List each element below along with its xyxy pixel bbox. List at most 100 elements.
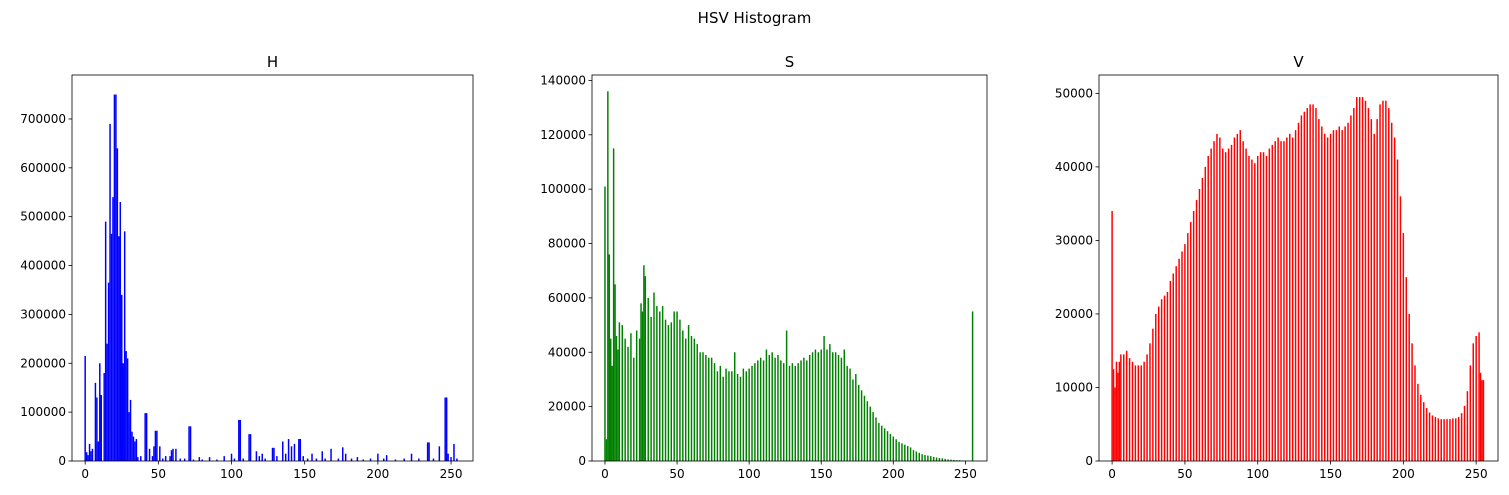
histogram-bar xyxy=(1178,258,1180,461)
bar-series xyxy=(604,91,974,461)
histogram-bar xyxy=(156,430,158,461)
histogram-bar xyxy=(1268,148,1271,461)
histogram-bar xyxy=(1312,104,1314,461)
histogram-bar xyxy=(109,123,111,462)
x-tick-label: 250 xyxy=(440,467,463,481)
histogram-bar xyxy=(1184,244,1186,461)
histogram-bar xyxy=(356,457,359,461)
histogram-bar xyxy=(134,441,136,461)
histogram-bar xyxy=(1207,155,1209,461)
histogram-bar xyxy=(673,311,675,461)
histogram-bar xyxy=(298,439,300,461)
histogram-bar xyxy=(1379,104,1381,461)
histogram-bar xyxy=(898,441,900,461)
histogram-bar xyxy=(615,335,618,461)
histogram-bar xyxy=(705,354,707,461)
histogram-bar xyxy=(1187,233,1189,461)
histogram-bar xyxy=(627,346,629,461)
histogram-bar xyxy=(337,458,340,461)
histogram-bar xyxy=(1482,380,1485,461)
histogram-bar xyxy=(640,303,642,461)
y-tick-label: 80000 xyxy=(548,237,586,251)
histogram-bar xyxy=(682,330,684,461)
histogram-bar xyxy=(1286,137,1288,461)
y-tick-label: 40000 xyxy=(1055,160,1093,174)
histogram-bar xyxy=(863,395,866,461)
histogram-bar xyxy=(1169,280,1172,461)
histogram-bar xyxy=(1222,148,1224,461)
bar-series xyxy=(84,94,458,462)
histogram-bar xyxy=(121,294,123,461)
histogram-bar xyxy=(1166,291,1169,461)
histogram-bar xyxy=(719,365,722,461)
histogram-bar xyxy=(1163,295,1166,461)
histogram-bar xyxy=(780,360,782,461)
histogram-bar xyxy=(1157,306,1160,461)
histogram-bar xyxy=(1463,405,1466,461)
y-tick-label: 200000 xyxy=(20,356,66,370)
histogram-bar xyxy=(1455,418,1457,461)
y-tick-label: 0 xyxy=(58,454,66,468)
histogram-bar xyxy=(855,374,857,461)
histogram-bar xyxy=(751,365,753,461)
histogram-bar xyxy=(932,456,935,461)
histogram-bar xyxy=(883,428,886,461)
histogram-bar xyxy=(607,91,609,461)
histogram-bar xyxy=(276,456,278,461)
histogram-bar xyxy=(94,382,97,461)
histogram-bar xyxy=(154,430,157,461)
histogram-bar xyxy=(1140,365,1142,461)
x-tick-label: 50 xyxy=(151,467,166,481)
subplot-v: V 0 50 100 150 200 250 0 10000 20000 30000 40000 500… xyxy=(1055,53,1499,481)
x-tick-label: 250 xyxy=(1465,467,1488,481)
histogram-bar xyxy=(1396,159,1399,462)
histogram-bar xyxy=(800,360,802,461)
histogram-bar xyxy=(803,357,805,461)
histogram-bar xyxy=(444,397,446,461)
histogram-bar xyxy=(128,412,130,461)
histogram-bar xyxy=(84,355,86,461)
histogram-bar xyxy=(123,231,126,461)
histogram-bar xyxy=(702,352,704,461)
histogram-bar xyxy=(906,446,909,461)
histogram-bar xyxy=(604,186,606,461)
x-tick-label: 100 xyxy=(738,467,761,481)
histogram-bar xyxy=(846,365,848,461)
histogram-bar xyxy=(447,453,449,461)
histogram-bar xyxy=(192,459,195,461)
histogram-bar xyxy=(302,456,304,461)
histogram-bar xyxy=(282,441,284,461)
histogram-bar xyxy=(1431,415,1434,461)
histogram-bar xyxy=(208,457,211,461)
histogram-bar xyxy=(664,319,667,461)
histogram-bar xyxy=(1341,130,1343,461)
histogram-bar xyxy=(788,365,791,461)
histogram-bar xyxy=(169,456,171,461)
x-tick-label: 150 xyxy=(293,467,316,481)
histogram-bar xyxy=(264,458,266,461)
histogram-bar xyxy=(100,395,103,461)
histogram-bar xyxy=(641,311,644,461)
histogram-bar xyxy=(947,459,949,461)
histogram-bar xyxy=(832,352,834,461)
x-tick-label: 100 xyxy=(1246,467,1269,481)
histogram-bar xyxy=(716,371,719,461)
histogram-bar xyxy=(618,322,621,461)
histogram-bar xyxy=(1118,361,1121,461)
histogram-bar xyxy=(1385,100,1387,461)
histogram-bar xyxy=(315,458,318,461)
axes-frame xyxy=(591,74,988,462)
histogram-bar xyxy=(1213,141,1215,462)
histogram-bar xyxy=(1131,361,1134,461)
histogram-bar xyxy=(201,459,203,461)
histogram-bar xyxy=(739,376,742,461)
histogram-bar xyxy=(748,368,750,461)
histogram-bar xyxy=(667,325,670,461)
histogram-bar xyxy=(284,453,287,461)
histogram-bar xyxy=(1475,336,1477,461)
y-tick-label: 0 xyxy=(578,454,586,468)
histogram-bar xyxy=(1114,387,1116,461)
histogram-bar xyxy=(1230,144,1233,461)
histogram-bar xyxy=(791,363,794,461)
histogram-bar xyxy=(248,434,250,461)
